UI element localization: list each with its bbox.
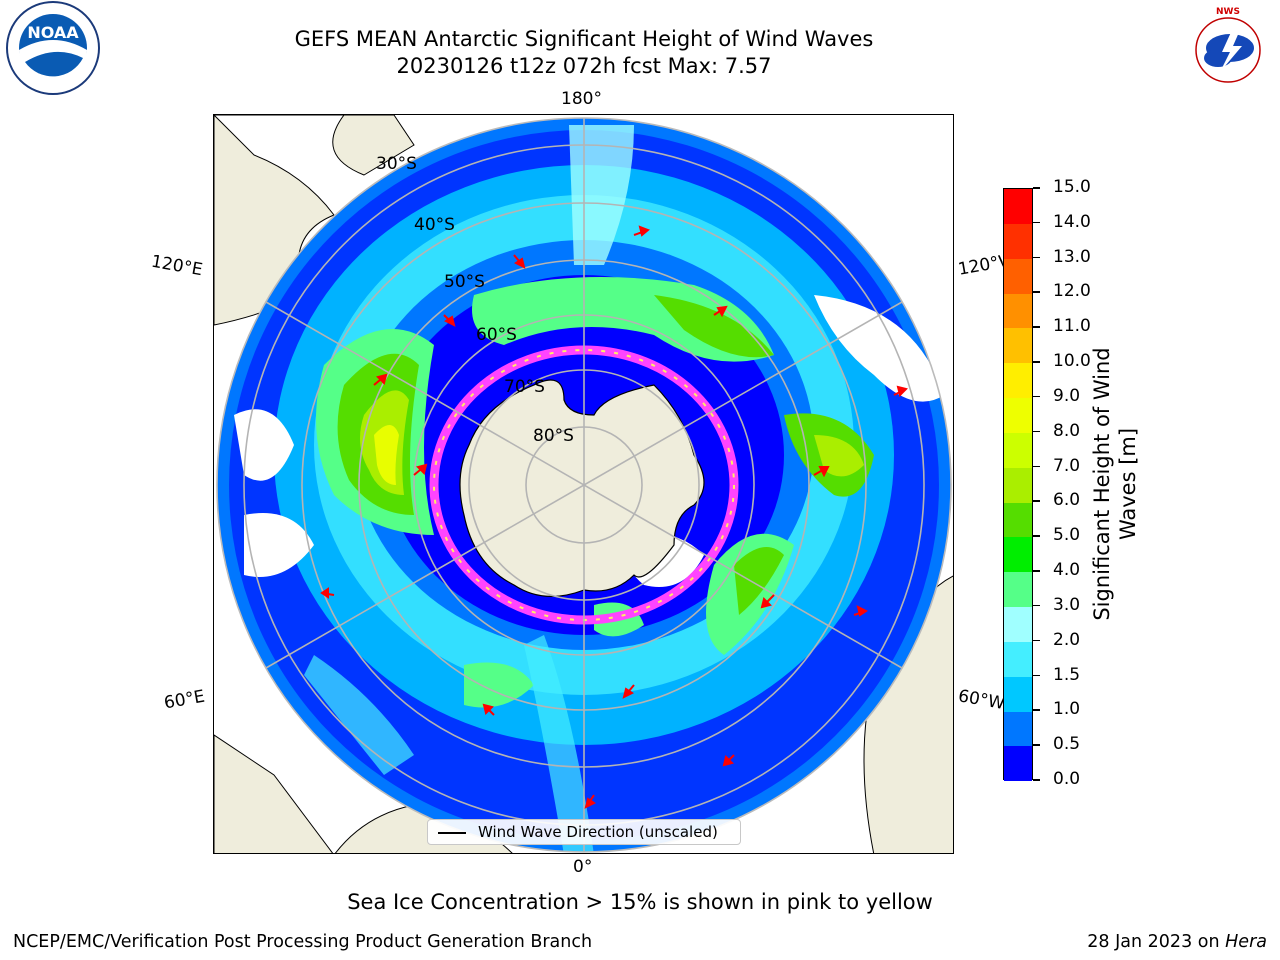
colorbar-tick-label: 1.0: [1053, 699, 1081, 720]
lat-label-30s: 30°S: [376, 154, 417, 174]
lon-label-top: 180°: [561, 89, 602, 109]
colorbar-tick-label: 3.0: [1053, 594, 1081, 615]
lat-label-70s: 70°S: [504, 377, 545, 397]
colorbar-segment: [1004, 676, 1032, 712]
colorbar-segment: [1004, 397, 1032, 433]
colorbar-segment: [1004, 328, 1032, 364]
colorbar-tick-label: 13.0: [1053, 246, 1091, 267]
colorbar-segment: [1004, 189, 1032, 224]
antarctica-landmass: [459, 379, 705, 598]
colorbar-segment: [1004, 223, 1032, 259]
colorbar-tick-label: 0.5: [1053, 734, 1081, 755]
colorbar-tick: [1033, 430, 1040, 433]
map-panel: 30°S 40°S 50°S 60°S 70°S 80°S: [213, 114, 954, 854]
colorbar-title-line2: Waves [m]: [1116, 427, 1140, 541]
lon-label-lower-left: 60°E: [162, 686, 207, 714]
footer-date-text: 28 Jan 2023 on: [1087, 932, 1226, 952]
lon-label-upper-left: 120°E: [149, 251, 205, 281]
noaa-logo: NOAA: [3, 0, 103, 100]
chart-subtitle: 20230126 t12z 072h fcst Max: 7.57: [396, 54, 772, 78]
colorbar-segment: [1004, 293, 1032, 329]
colorbar-segment: [1004, 606, 1032, 642]
colorbar-tick-label: 5.0: [1053, 525, 1081, 546]
colorbar-tick: [1033, 326, 1040, 328]
map-canvas: 30°S 40°S 50°S 60°S 70°S 80°S: [214, 115, 953, 853]
colorbar-tick: [1033, 709, 1040, 711]
colorbar-tick-label: 6.0: [1053, 490, 1081, 511]
colorbar-segment: [1004, 537, 1032, 573]
svg-text:NWS: NWS: [1216, 7, 1240, 17]
colorbar: [1003, 188, 1033, 782]
colorbar-tick-label: 9.0: [1053, 385, 1081, 406]
colorbar-tick: [1033, 604, 1040, 607]
colorbar-segment: [1004, 641, 1032, 677]
colorbar-tick: [1033, 779, 1040, 781]
colorbar-segment: [1004, 746, 1032, 782]
colorbar-tick: [1033, 361, 1040, 363]
colorbar-tick: [1033, 744, 1040, 746]
colorbar-tick-label: 1.5: [1053, 664, 1081, 685]
colorbar-tick-label: 15.0: [1053, 177, 1091, 197]
nws-logo: NWS: [1178, 0, 1278, 100]
colorbar-segment: [1004, 432, 1032, 468]
colorbar-tick-label: 8.0: [1053, 420, 1081, 441]
colorbar-tick-label: 11.0: [1053, 316, 1091, 337]
colorbar-tick: [1033, 187, 1040, 189]
wind-wave-arrows: [320, 225, 908, 809]
graticule: [216, 117, 952, 853]
colorbar-segment: [1004, 258, 1032, 294]
footer-host: Hera: [1225, 932, 1267, 952]
colorbar-tick: [1033, 291, 1040, 293]
lon-label-lower-right: 60°W: [956, 686, 1005, 714]
footer-branch: NCEP/EMC/Verification Post Processing Pr…: [13, 932, 593, 952]
colorbar-segment: [1004, 363, 1032, 399]
legend-line-sample: [438, 832, 466, 834]
legend-label: Wind Wave Direction (unscaled): [478, 823, 718, 841]
colorbar-segment: [1004, 711, 1032, 747]
lon-label-upper-right: 120°W: [956, 252, 1005, 280]
colorbar-tick: [1033, 465, 1040, 468]
colorbar-tick-label: 12.0: [1053, 281, 1091, 302]
lon-label-bottom: 0°: [573, 857, 593, 877]
lat-label-60s: 60°S: [476, 325, 517, 345]
footer-date: 28 Jan 2023 on Hera: [1087, 932, 1267, 952]
map-legend: Wind Wave Direction (unscaled): [427, 819, 741, 845]
colorbar-tick-label: 10.0: [1053, 351, 1091, 372]
colorbar-tick-label: 7.0: [1053, 455, 1081, 476]
colorbar-title: Significant Height of Wind Waves [m]: [1089, 347, 1141, 620]
noaa-logo-text: NOAA: [27, 23, 79, 42]
colorbar-segment: [1004, 502, 1032, 538]
colorbar-tick-label: 4.0: [1053, 560, 1081, 581]
sea-ice-note: Sea Ice Concentration > 15% is shown in …: [347, 890, 933, 914]
colorbar-segment: [1004, 572, 1032, 608]
chart-title: GEFS MEAN Antarctic Significant Height o…: [294, 27, 874, 51]
colorbar-tick: [1033, 674, 1040, 677]
colorbar-segment: [1004, 467, 1032, 503]
colorbar-tick: [1033, 570, 1040, 572]
colorbar-tick-label: 2.0: [1053, 629, 1081, 650]
colorbar-tick-label: 14.0: [1053, 211, 1091, 232]
colorbar-tick: [1033, 221, 1040, 224]
lat-label-50s: 50°S: [444, 272, 485, 292]
colorbar-title-line1: Significant Height of Wind: [1090, 347, 1114, 621]
colorbar-tick: [1033, 395, 1040, 398]
colorbar-tick: [1033, 256, 1040, 259]
lat-label-80s: 80°S: [533, 426, 574, 446]
colorbar-tick: [1033, 500, 1040, 502]
colorbar-tick: [1033, 535, 1040, 537]
colorbar-tick: [1033, 639, 1040, 642]
colorbar-tick-label: 0.0: [1053, 769, 1081, 789]
lat-label-40s: 40°S: [414, 215, 455, 235]
